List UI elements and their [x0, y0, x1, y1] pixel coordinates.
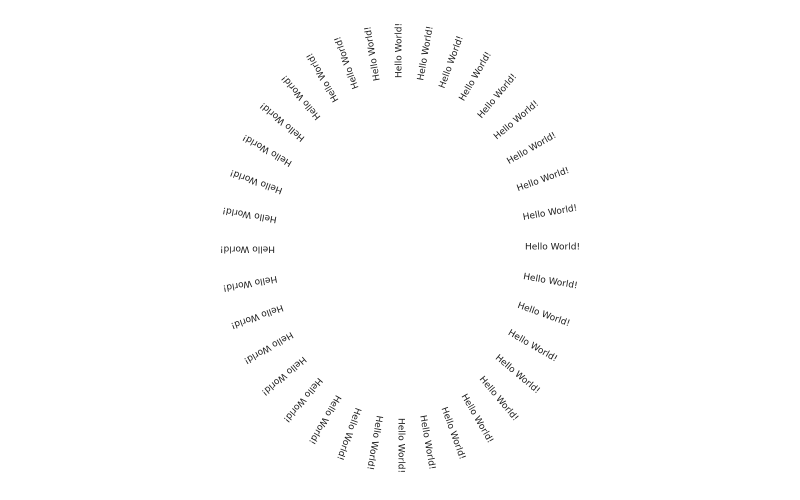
ring-label: Hello World! [492, 99, 541, 143]
ring-label: Hello World! [515, 165, 571, 195]
ring-label: Hello World! [306, 392, 343, 446]
ring-label: Hello World! [305, 50, 342, 104]
ring-label: Hello World! [333, 35, 362, 91]
ring-label: Hello World! [229, 301, 285, 331]
ring-label: Hello World! [394, 22, 405, 78]
ring-label: Hello World! [522, 272, 579, 292]
ring-label: Hello World! [280, 72, 324, 122]
ring-label: Hello World! [364, 414, 384, 471]
ring-label: Hello World! [259, 353, 308, 397]
ring-label: Hello World! [417, 414, 437, 471]
ring-label: Hello World! [363, 25, 383, 82]
ring-label: Hello World! [515, 300, 572, 330]
ring-label: Hello World! [228, 166, 285, 196]
ring-label: Hello World! [219, 243, 275, 254]
ring-label: Hello World! [258, 99, 308, 143]
ring-label: Hello World! [241, 131, 294, 168]
ring-label: Hello World! [241, 329, 295, 366]
ring-label: Hello World! [437, 34, 466, 90]
ring-label: Hello World! [476, 374, 520, 424]
ring-label: Hello World! [492, 353, 542, 397]
ring-label: Hello World! [506, 328, 559, 365]
ring-label: Hello World! [505, 130, 559, 167]
ring-label: Hello World! [476, 72, 520, 121]
ring-label: Hello World! [522, 203, 579, 223]
ring-label: Hello World! [525, 242, 581, 253]
ring-label: Hello World! [221, 273, 278, 293]
ring-label: Hello World! [334, 406, 363, 462]
ring-label: Hello World! [457, 50, 494, 104]
ring-label: Hello World! [416, 25, 436, 82]
ring-label: Hello World! [438, 405, 467, 461]
ring-label: Hello World! [221, 204, 278, 224]
ring-label: Hello World! [395, 418, 406, 474]
ring-label: Hello World! [458, 392, 495, 446]
